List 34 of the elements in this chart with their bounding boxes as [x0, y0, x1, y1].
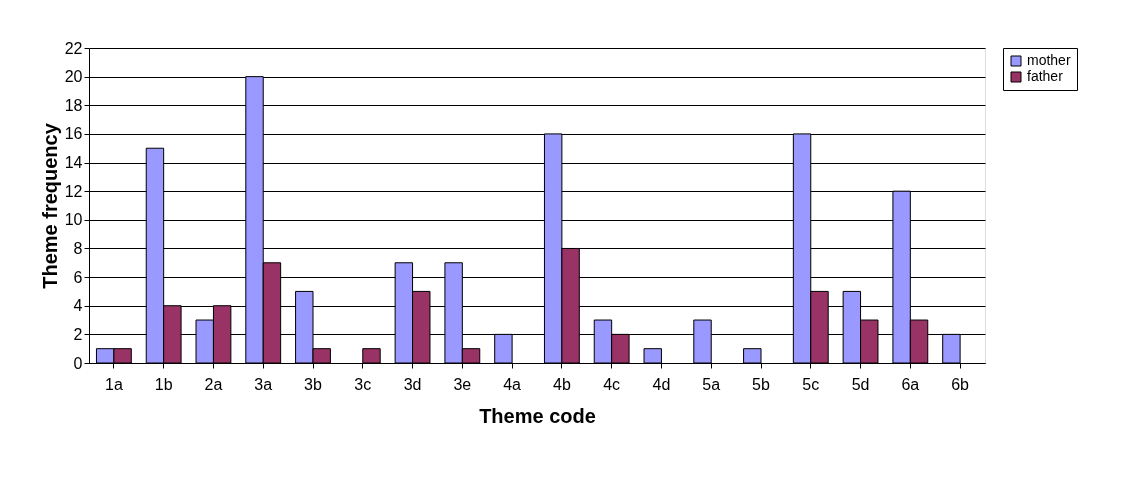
x-tick-label: 6a	[901, 375, 920, 393]
y-tick-label: 22	[64, 39, 83, 57]
x-tick-label: 6b	[951, 375, 970, 393]
y-tick-label: 18	[64, 96, 83, 114]
x-tick-label: 4d	[652, 375, 671, 393]
y-tick-label: 14	[64, 154, 83, 172]
y-tick-label: 16	[64, 125, 83, 143]
legend-label: mother	[1027, 52, 1071, 68]
x-tick-label: 2a	[204, 375, 223, 393]
x-tick-label: 5b	[752, 375, 770, 393]
y-tick-label: 20	[64, 68, 83, 86]
x-tick-label: 4a	[503, 375, 522, 393]
y-tick-label: 4	[73, 297, 83, 315]
x-tick-label: 3c	[354, 375, 372, 393]
y-tick-label: 0	[73, 354, 83, 372]
x-tick-label: 5c	[802, 375, 820, 393]
x-tick-label: 1a	[104, 375, 123, 393]
x-axis-title: Theme code	[479, 404, 596, 427]
x-tick-label: 3e	[453, 375, 472, 393]
legend-label: father	[1027, 68, 1064, 84]
x-tick-label: 4b	[552, 375, 571, 393]
y-tick-label: 12	[64, 182, 83, 200]
x-tick-label: 1b	[154, 375, 173, 393]
x-tick-label: 3d	[403, 375, 422, 393]
y-tick-label: 6	[73, 268, 83, 286]
x-tick-label: 3b	[304, 375, 322, 393]
y-tick-label: 8	[73, 239, 83, 257]
y-tick-label: 2	[73, 325, 83, 343]
x-tick-label: 4c	[603, 375, 621, 393]
y-tick-label: 10	[64, 211, 83, 229]
x-tick-label: 5d	[851, 375, 870, 393]
y-axis-title: Theme frequency	[38, 122, 61, 289]
x-tick-label: 3a	[254, 375, 273, 393]
x-tick-label: 5a	[702, 375, 721, 393]
